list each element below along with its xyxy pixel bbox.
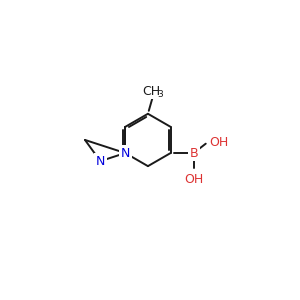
- Text: OH: OH: [209, 136, 228, 149]
- Text: CH: CH: [143, 85, 161, 98]
- Text: N: N: [96, 154, 105, 168]
- Text: B: B: [189, 146, 198, 160]
- Text: OH: OH: [184, 173, 203, 186]
- Text: N: N: [121, 146, 130, 160]
- Text: N: N: [121, 146, 130, 160]
- Text: 3: 3: [158, 90, 163, 99]
